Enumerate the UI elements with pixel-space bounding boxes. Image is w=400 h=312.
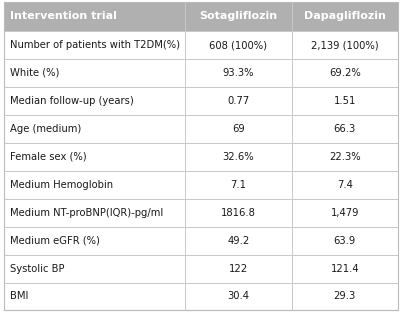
Text: 121.4: 121.4 — [330, 264, 359, 274]
Text: 7.1: 7.1 — [230, 180, 246, 190]
Text: Medium Hemoglobin: Medium Hemoglobin — [10, 180, 113, 190]
Text: 7.4: 7.4 — [337, 180, 353, 190]
Text: 63.9: 63.9 — [334, 236, 356, 246]
Text: Medium NT-proBNP(IQR)-pg/ml: Medium NT-proBNP(IQR)-pg/ml — [10, 208, 163, 218]
Text: 66.3: 66.3 — [334, 124, 356, 134]
Text: 69: 69 — [232, 124, 245, 134]
Text: Number of patients with T2DM(%): Number of patients with T2DM(%) — [10, 40, 180, 50]
Text: Intervention trial: Intervention trial — [10, 11, 117, 21]
Text: Dapagliflozin: Dapagliflozin — [304, 11, 386, 21]
Text: 122: 122 — [229, 264, 248, 274]
Bar — [4, 2, 398, 31]
Text: 30.4: 30.4 — [228, 291, 250, 301]
Text: 22.3%: 22.3% — [329, 152, 361, 162]
Text: 1816.8: 1816.8 — [221, 208, 256, 218]
Text: 29.3: 29.3 — [334, 291, 356, 301]
Text: White (%): White (%) — [10, 68, 59, 78]
Text: Median follow-up (years): Median follow-up (years) — [10, 96, 134, 106]
Text: 2,139 (100%): 2,139 (100%) — [311, 40, 379, 50]
Text: 0.77: 0.77 — [227, 96, 250, 106]
Text: Female sex (%): Female sex (%) — [10, 152, 87, 162]
Text: Age (medium): Age (medium) — [10, 124, 81, 134]
Text: 1,479: 1,479 — [330, 208, 359, 218]
Text: Medium eGFR (%): Medium eGFR (%) — [10, 236, 100, 246]
Text: 1.51: 1.51 — [334, 96, 356, 106]
Text: 32.6%: 32.6% — [223, 152, 254, 162]
Text: Systolic BP: Systolic BP — [10, 264, 64, 274]
Text: Sotagliflozin: Sotagliflozin — [199, 11, 278, 21]
Text: 93.3%: 93.3% — [223, 68, 254, 78]
Text: 69.2%: 69.2% — [329, 68, 361, 78]
Bar — [4, 31, 398, 310]
Text: 49.2: 49.2 — [227, 236, 250, 246]
Text: BMI: BMI — [10, 291, 28, 301]
Text: 608 (100%): 608 (100%) — [210, 40, 268, 50]
